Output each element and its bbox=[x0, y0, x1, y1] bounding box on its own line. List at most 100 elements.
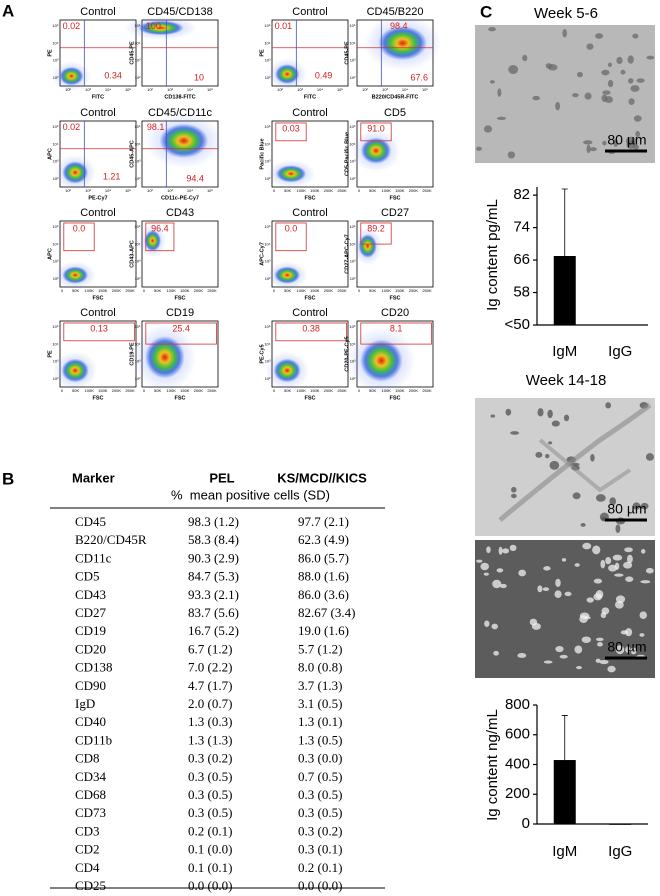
x-tick-label: 250K bbox=[207, 388, 217, 393]
error-bar bbox=[561, 188, 568, 256]
x-tick-label: 150K bbox=[395, 188, 405, 193]
table-cell: CD138 bbox=[75, 660, 113, 675]
cell bbox=[492, 579, 502, 589]
cell bbox=[498, 546, 503, 555]
plot-title: Control bbox=[292, 207, 327, 219]
table-cell: 0.3 (0.2) bbox=[188, 751, 232, 766]
x-tick-label: 200K bbox=[409, 288, 419, 293]
x-tick-label: 10⁵ bbox=[207, 87, 213, 92]
table-cell: 7.0 (2.2) bbox=[188, 660, 232, 675]
x-axis-label: FSC bbox=[305, 295, 316, 301]
x-tick-label: 100K bbox=[297, 288, 307, 293]
cell bbox=[484, 620, 490, 627]
x-axis-label: FSC bbox=[305, 195, 316, 201]
cell bbox=[496, 116, 507, 121]
table-cell: 5.7 (1.2) bbox=[298, 641, 342, 656]
cell bbox=[502, 548, 510, 554]
gate-value: 0.02 bbox=[63, 122, 81, 132]
micrograph: 80 µm bbox=[475, 540, 655, 678]
y-tick-label: 10⁵ bbox=[134, 324, 140, 329]
x-axis-label: CD138-FITC bbox=[164, 94, 195, 100]
y-tick-label: 10⁵ bbox=[134, 224, 140, 229]
table-cell: 0.1 (0.0) bbox=[188, 842, 232, 857]
table-cell: CD11c bbox=[75, 550, 112, 565]
y-axis-label: CD45-PE bbox=[344, 41, 350, 65]
x-tick-label: 0 bbox=[358, 388, 361, 393]
flow-plot: Control 0.0 10² 10³ 10⁴ 10⁵ 0 50K 100K 150K 200K 25… bbox=[47, 207, 137, 301]
plot-title: Control bbox=[292, 6, 327, 18]
plot-title: Control bbox=[80, 307, 115, 319]
cell bbox=[646, 55, 655, 60]
y-tick-label: 10³ bbox=[350, 58, 356, 63]
x-tick-label: 150K bbox=[310, 388, 320, 393]
table-cell: 90.3 (2.9) bbox=[188, 550, 239, 565]
x-tick-label: 250K bbox=[422, 188, 432, 193]
cell bbox=[580, 523, 586, 527]
y-tick-label: 74 bbox=[513, 219, 530, 236]
x-axis-label: FITC bbox=[92, 94, 104, 100]
cell bbox=[620, 69, 626, 75]
y-tick-label: 10⁴ bbox=[134, 341, 140, 346]
gate-value: 0.34 bbox=[104, 70, 122, 80]
cell bbox=[590, 453, 595, 462]
table-header: KS/MCD//KICS bbox=[277, 470, 367, 485]
scatter-density bbox=[275, 165, 307, 183]
cell bbox=[583, 140, 593, 145]
table-cell: 0.3 (0.0) bbox=[298, 751, 342, 766]
cell bbox=[593, 578, 603, 584]
x-tick-label: 200K bbox=[194, 388, 204, 393]
table-cell: 0.3 (0.5) bbox=[298, 787, 342, 802]
y-axis-label: Ig content pg/mL bbox=[484, 199, 501, 311]
table-cell: CD27 bbox=[75, 605, 107, 620]
cell bbox=[561, 558, 567, 562]
scatter-density bbox=[360, 137, 392, 164]
y-axis-label: Ig content ng/mL bbox=[484, 709, 501, 821]
table-cell: CD45 bbox=[75, 514, 106, 529]
gate-value: 0.49 bbox=[315, 70, 333, 80]
cell bbox=[614, 573, 624, 577]
table-cell: 0.0 (0.0) bbox=[298, 878, 342, 893]
cell bbox=[623, 561, 633, 569]
x-tick-label: 250K bbox=[207, 288, 217, 293]
flow-panel: Control 0.02 0.34 10² 10³ 10⁴ 10⁵ 10² 10³ 10⁴ 10⁵ F… bbox=[47, 6, 442, 401]
x-tick-label: 10⁵ bbox=[422, 87, 428, 92]
cell bbox=[547, 409, 553, 419]
x-tick-label: 100K bbox=[297, 188, 307, 193]
x-tick-label: 200K bbox=[324, 188, 334, 193]
cell bbox=[493, 650, 499, 656]
cell bbox=[517, 653, 527, 658]
x-tick-label: 10⁴ bbox=[187, 87, 193, 92]
y-tick-label: 10⁵ bbox=[52, 23, 58, 28]
flow-plot: Control 0.38 10² 10³ 10⁴ 10⁵ 0 50K 100K 150K 200K 2… bbox=[259, 307, 349, 401]
cell bbox=[581, 636, 591, 643]
scale-label: 80 µm bbox=[607, 639, 646, 655]
table-cell: 19.0 (1.6) bbox=[298, 623, 349, 638]
x-tick-label: 10⁵ bbox=[207, 188, 213, 193]
x-tick-label: IgM bbox=[552, 843, 577, 860]
gate-value: 0.0 bbox=[285, 223, 298, 233]
y-axis-label: PE bbox=[259, 49, 265, 57]
cell bbox=[615, 524, 621, 533]
panel-label: A bbox=[2, 1, 14, 20]
y-tick-label: 400 bbox=[505, 755, 530, 772]
plot-title: CD45/B220 bbox=[367, 6, 424, 18]
cell-process bbox=[538, 438, 632, 493]
y-tick-label: 10⁴ bbox=[264, 341, 270, 346]
cell bbox=[576, 666, 582, 670]
cell bbox=[589, 147, 597, 152]
y-tick-label: 10³ bbox=[265, 259, 271, 264]
table-cell: 0.2 (0.1) bbox=[298, 860, 342, 875]
cell bbox=[509, 544, 517, 552]
gate-value: 10 bbox=[194, 72, 204, 82]
plot-title: Control bbox=[292, 107, 327, 119]
cell bbox=[602, 140, 607, 146]
cell bbox=[537, 408, 544, 417]
x-tick-label: 250K bbox=[337, 388, 347, 393]
x-tick-label: 10³ bbox=[167, 188, 173, 193]
cell bbox=[630, 85, 640, 92]
cell bbox=[612, 554, 623, 561]
gate-value: 91.0 bbox=[367, 123, 385, 133]
y-tick-label: 10² bbox=[350, 176, 356, 181]
y-tick-label: 10³ bbox=[265, 359, 271, 364]
plot-frame bbox=[59, 120, 137, 188]
